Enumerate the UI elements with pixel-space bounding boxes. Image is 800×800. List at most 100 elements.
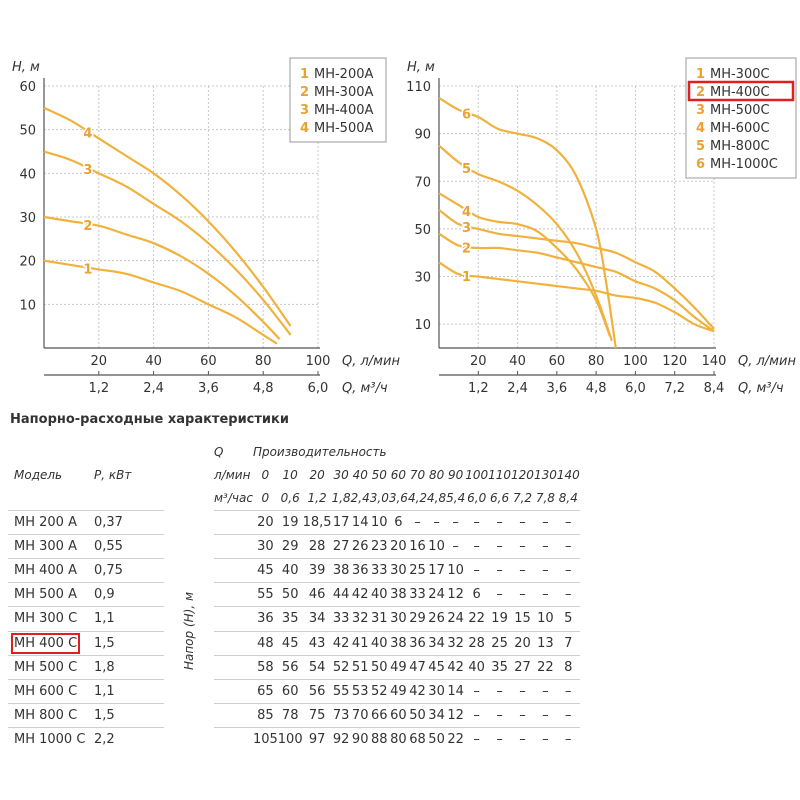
- value-cell: 24: [446, 606, 466, 631]
- legend-label: МН-400С: [710, 85, 770, 100]
- power-cell: 0,75: [94, 557, 164, 583]
- legend-label: МН-200А: [314, 67, 373, 82]
- legend-number: 3: [300, 103, 309, 118]
- value-cell: 5: [556, 606, 580, 631]
- y-tick-label: 70: [414, 175, 431, 190]
- value-cell: –: [488, 557, 512, 583]
- value-cell: 35: [488, 654, 512, 680]
- x-axis-label: Q, л/мин: [342, 354, 400, 369]
- value-cell: 33: [369, 557, 389, 583]
- value-cell: 60: [388, 703, 408, 728]
- value-cell: 18,5: [302, 509, 332, 535]
- x-tick-label: 80: [588, 354, 605, 369]
- series-line-2: [438, 232, 715, 333]
- value-cell: 49: [388, 678, 408, 704]
- model-name: МН 1000 С: [14, 732, 86, 748]
- x-tick-label: 120: [662, 354, 687, 369]
- value-cell: –: [488, 727, 512, 752]
- series-label-1: 1: [462, 270, 471, 285]
- table-row: МН 500 С 1,8 58 56 54 52 51 50 49 47 45 42 40 35 27 22 8: [8, 654, 580, 680]
- value-cell: 70: [350, 703, 370, 728]
- value-cell: 30: [252, 533, 278, 559]
- value-cell: 30: [388, 557, 408, 583]
- value-cell: 20: [388, 533, 408, 559]
- value-cell: –: [511, 678, 534, 704]
- spacer-cell: [214, 727, 253, 752]
- x-tick-label: 60: [200, 354, 217, 369]
- x-tick-label: 100: [306, 354, 331, 369]
- value-cell: 35: [277, 606, 303, 631]
- value-cell: 38: [388, 582, 408, 607]
- value-cell: 50: [427, 727, 447, 752]
- x2-axis-label: Q, м³/ч: [342, 381, 388, 396]
- value-cell: 42: [331, 630, 351, 656]
- x-tick-label: 20: [470, 354, 487, 369]
- value-cell: 7: [556, 630, 580, 656]
- value-cell: 36: [407, 630, 428, 656]
- x-tick-label: 40: [509, 354, 526, 369]
- model-name: МН 500 С: [14, 659, 78, 675]
- flow-lpm-cell: 30: [333, 467, 349, 482]
- x2-tick-label: 4,8: [586, 381, 607, 396]
- value-cell: –: [556, 727, 580, 752]
- value-cell: 52: [369, 678, 389, 704]
- x2-tick-label: 2,4: [507, 381, 528, 396]
- table-row: МН 500 А 0,9 55 50 46 44 42 40 38 33 24 12 6– – – –: [8, 582, 580, 607]
- value-cell: 34: [427, 630, 447, 656]
- value-cell: 73: [331, 703, 351, 728]
- value-cell: –: [465, 727, 489, 752]
- head-axis-label-cell: Напор (Н), м: [164, 510, 214, 751]
- value-cell: 26: [427, 606, 447, 631]
- model-name: МН 200 А: [14, 514, 77, 530]
- series-label-6: 6: [462, 108, 471, 123]
- value-cell: 22: [533, 654, 557, 680]
- x2-tick-label: 7,2: [664, 381, 685, 396]
- value-cell: 56: [277, 654, 303, 680]
- flow-lpm-cell: 40: [352, 467, 368, 482]
- series-line-4: [43, 106, 292, 327]
- value-cell: 10: [369, 509, 389, 535]
- value-cell: –: [511, 727, 534, 752]
- table-row: МН 600 С 1,1 65 60 56 55 53 52 49 42 30 14– – – – –: [8, 678, 580, 704]
- value-cell: 49: [388, 654, 408, 680]
- flow-lpm-cell: 90: [448, 467, 464, 482]
- value-cell: 31: [369, 606, 389, 631]
- value-cell: 22: [465, 606, 489, 631]
- y-axis-label: Н, м: [407, 60, 435, 75]
- x2-tick-label: 4,8: [253, 381, 274, 396]
- value-cell: –: [533, 557, 557, 583]
- value-cell: –: [556, 703, 580, 728]
- value-cell: –: [533, 703, 557, 728]
- value-cell: 53: [350, 678, 370, 704]
- spacer-cell: [214, 703, 253, 728]
- series-label-3: 3: [462, 221, 471, 236]
- model-cell: МН 800 С: [8, 703, 94, 728]
- value-cell: 33: [331, 606, 351, 631]
- value-cell: 92: [331, 727, 351, 752]
- value-cell: 47: [407, 654, 428, 680]
- value-cell: 38: [331, 557, 351, 583]
- power-cell: 1,8: [94, 654, 164, 680]
- value-cell: 40: [369, 582, 389, 607]
- flow-m3h-cell: 1,2: [307, 490, 327, 505]
- x2-tick-label: 6,0: [308, 381, 329, 396]
- value-cell: 26: [350, 533, 370, 559]
- flow-m3h-cell: 4,2: [407, 490, 428, 505]
- flow-lpm-cell: 130: [533, 467, 557, 482]
- flow-m3h-cell: 7,2: [512, 490, 533, 505]
- legend-box: [289, 57, 387, 143]
- q-label: Q: [214, 444, 224, 459]
- value-cell: 16: [407, 533, 428, 559]
- chart-left: 10 20 30 40 50 60 20 40 60 80 100 1,2 2,4 3,6 4,8 6,0 Н,…: [12, 57, 400, 396]
- series-line-3: [43, 150, 292, 336]
- model-cell: МН 300 С: [8, 606, 94, 631]
- value-cell: –: [556, 678, 580, 704]
- series-label-5: 5: [462, 162, 471, 177]
- legend-label: МН-300С: [710, 67, 770, 82]
- perf-label: Производительность: [252, 444, 387, 459]
- flow-m3h-cell: 0,6: [280, 490, 300, 505]
- flow-lpm-cell: 140: [556, 467, 580, 482]
- value-cell: 10: [427, 533, 447, 559]
- power-cell: 1,1: [94, 606, 164, 631]
- value-cell: 55: [331, 678, 351, 704]
